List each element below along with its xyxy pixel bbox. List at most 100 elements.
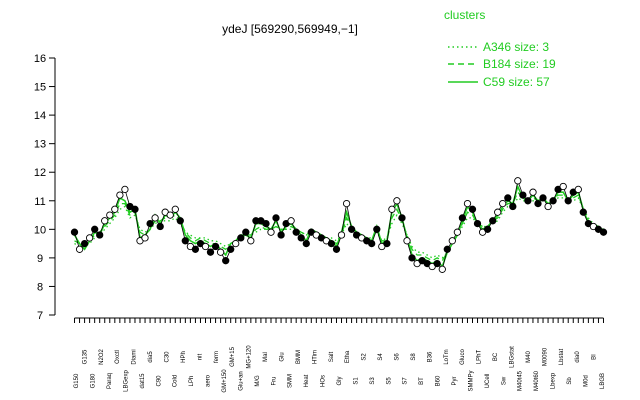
- data-point: [101, 217, 109, 225]
- data-point: [337, 231, 346, 239]
- x-tick-label: UCell: [485, 374, 491, 389]
- x-tick-label: aero: [206, 374, 212, 387]
- data-point: [579, 208, 587, 216]
- data-point: [473, 219, 482, 228]
- x-tick-label: M0090: [542, 347, 548, 366]
- x-tick-label: LBGexp: [123, 370, 129, 392]
- x-tick-label: S7: [403, 377, 409, 385]
- y-axis: 7 8 9 10 11 12 13 14 15 16: [34, 53, 56, 322]
- x-tick-label: M40t60: [534, 370, 540, 391]
- y-tick-label: 13: [34, 139, 46, 151]
- x-tick-label: S3: [370, 377, 376, 385]
- data-point: [211, 242, 220, 251]
- x-tick-label: M40: [526, 351, 532, 363]
- data-point: [514, 177, 522, 185]
- y-tick-label: 16: [34, 53, 46, 65]
- y-tick-label: 8: [37, 281, 43, 293]
- data-point: [292, 228, 300, 236]
- data-point: [206, 248, 215, 256]
- x-tick-label: HTim: [312, 350, 318, 364]
- data-point: [287, 217, 295, 225]
- data-point: [549, 197, 557, 205]
- data-point: [539, 194, 547, 202]
- data-point: [297, 234, 305, 242]
- x-tick-label: M0d: [583, 375, 589, 387]
- data-point: [96, 231, 104, 239]
- x-tick-label: LBGB: [600, 373, 606, 389]
- x-tick-label: Cold: [173, 375, 179, 387]
- y-tick-label: 7: [37, 310, 43, 322]
- x-tick-label: dia5: [148, 351, 154, 363]
- x-tick-label: Diami: [132, 349, 138, 364]
- x-tick-label: M/G: [255, 375, 261, 387]
- data-point: [227, 245, 235, 253]
- x-tick-label: LPh: [189, 376, 195, 387]
- data-point: [216, 248, 225, 256]
- data-point: [519, 191, 527, 199]
- data-point: [393, 197, 401, 205]
- legend: clusters A346 size: 3 B184 size: 19 C59 …: [444, 8, 556, 89]
- data-point: [342, 199, 351, 208]
- x-tick-label: Gluco: [460, 349, 466, 365]
- x-tick-label: BT: [419, 377, 425, 385]
- data-point: [302, 239, 310, 248]
- data-point: [468, 205, 477, 213]
- x-tick-label: C90: [156, 375, 162, 387]
- x-tick-label: Salt: [329, 352, 335, 363]
- x-tick-label: nit: [197, 354, 203, 361]
- data-point: [458, 214, 467, 222]
- data-point: [433, 259, 441, 268]
- data-point: [121, 185, 129, 194]
- x-tick-label: MG+120: [247, 345, 253, 369]
- x-tick-label: N2O2: [99, 349, 105, 365]
- data-line: [74, 179, 604, 271]
- x-tick-label: Sb: [567, 377, 573, 385]
- data-point: [201, 242, 210, 251]
- x-tick-label: G180: [91, 373, 97, 388]
- y-tick-label: 9: [37, 253, 43, 265]
- legend-entry-dotted: A346 size: 3: [483, 40, 549, 54]
- x-tick-label: Sw: [501, 376, 507, 385]
- x-tick-label: G135: [82, 349, 88, 364]
- x-tick-label: Glu: [279, 352, 285, 361]
- data-point: [509, 202, 517, 211]
- x-tick-label: Glu+an: [238, 371, 244, 391]
- x-tick-label: LPhT: [477, 349, 483, 364]
- data-point: [544, 202, 552, 211]
- x-tick-label: LoTm: [444, 349, 450, 364]
- x-tick-label: M40t45: [518, 370, 524, 391]
- data-point: [504, 194, 512, 202]
- data-point: [75, 245, 84, 253]
- data-point: [156, 222, 164, 231]
- data-point: [70, 228, 79, 236]
- x-tick-label: BI: [592, 354, 598, 360]
- data-point: [443, 245, 451, 253]
- data-point: [277, 231, 285, 239]
- x-tick-label: S4: [378, 353, 384, 361]
- data-point: [141, 234, 149, 242]
- x-tick-label: Lbexp: [551, 372, 557, 389]
- data-point: [483, 225, 492, 233]
- x-tick-label: dia0: [575, 351, 581, 363]
- data-point: [146, 219, 154, 228]
- data-point: [574, 185, 582, 194]
- x-tick-label: GM+150: [222, 369, 228, 393]
- data-point: [403, 237, 411, 245]
- data-point: [388, 205, 396, 213]
- data-point: [327, 239, 336, 248]
- chart-title: ydeJ [569290,569949,−1]: [222, 22, 358, 36]
- x-tick-label: B36: [427, 351, 433, 362]
- data-point: [80, 239, 89, 248]
- data-point: [85, 234, 94, 242]
- x-tick-label: Fru: [271, 377, 277, 386]
- data-point: [222, 257, 230, 265]
- data-point: [267, 228, 275, 236]
- x-tick-label: SMMPy: [468, 371, 474, 392]
- data-point: [151, 214, 159, 222]
- series-line-dotted: [74, 196, 604, 259]
- data-point: [524, 197, 532, 205]
- x-tick-label: Paraq: [107, 373, 113, 389]
- data-point: [347, 225, 356, 233]
- y-tick-label: 15: [34, 82, 46, 94]
